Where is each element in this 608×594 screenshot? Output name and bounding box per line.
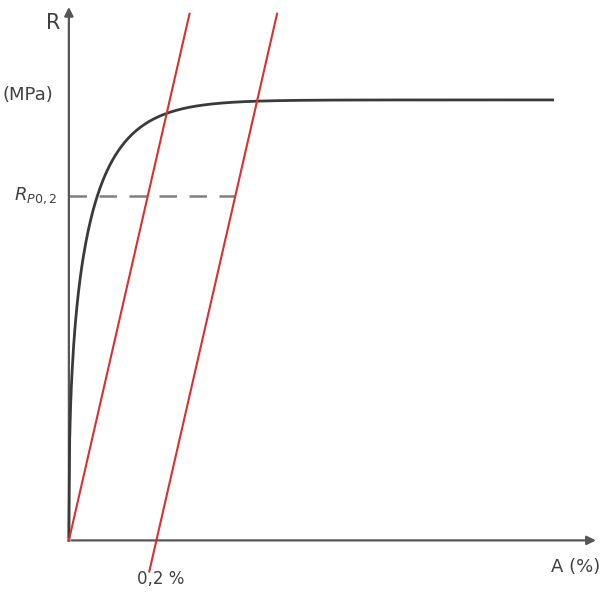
Text: $R_{P0,2}$: $R_{P0,2}$ <box>14 185 57 206</box>
Text: 0,2 %: 0,2 % <box>137 570 185 588</box>
Text: R: R <box>46 13 60 33</box>
Text: (MPa): (MPa) <box>2 86 53 104</box>
Text: A (%): A (%) <box>551 558 600 576</box>
